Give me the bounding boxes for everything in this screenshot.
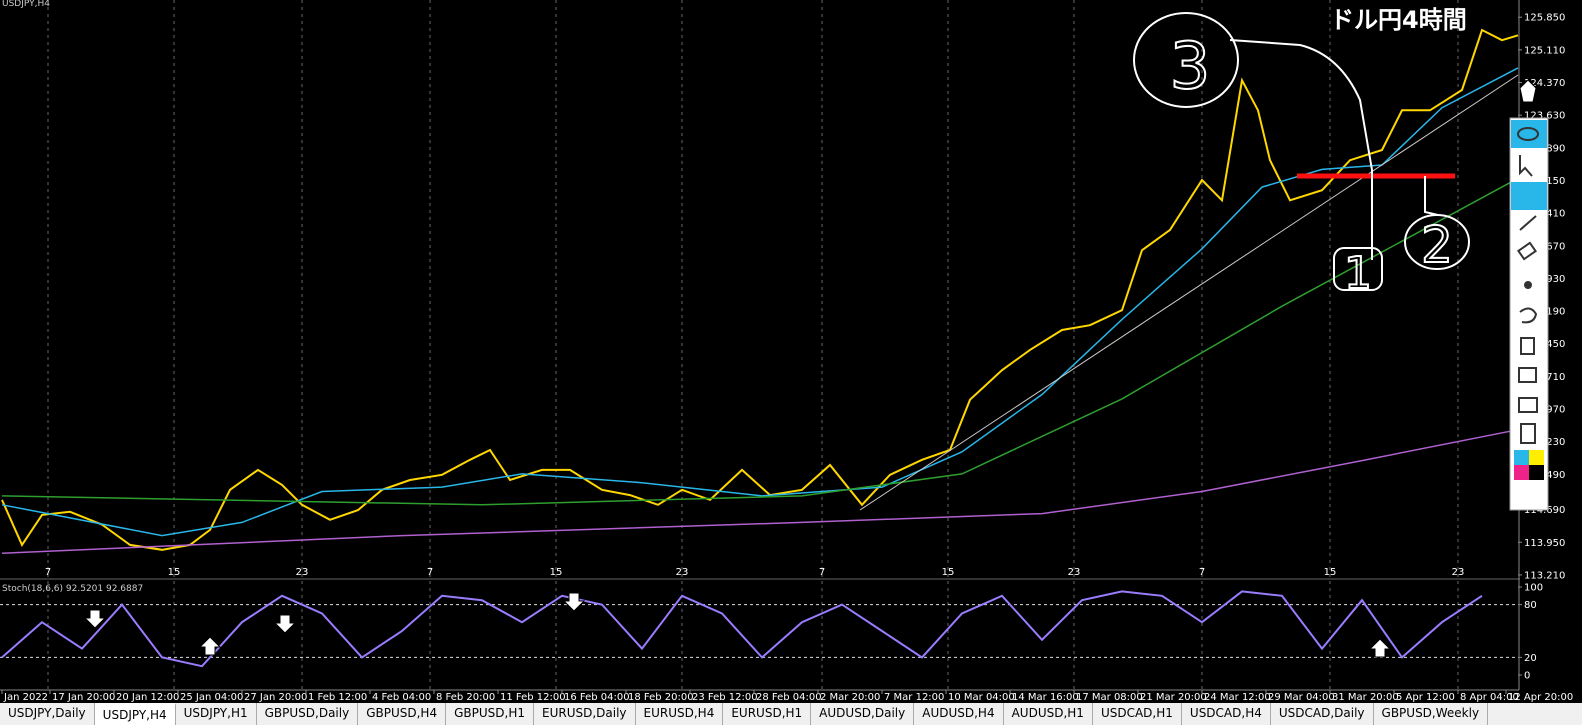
x-tick-label: 7 [819, 567, 825, 578]
tool-icon [1518, 397, 1538, 413]
x-tick-label: 31 Mar 20:00 [1332, 692, 1399, 703]
x-tick-label: 17 Mar 08:00 [1076, 692, 1143, 703]
tab[interactable]: USDJPY,Daily [0, 703, 95, 725]
x-tick-label: 1 Feb 12:00 [308, 692, 367, 703]
x-tick-label: 17 Jan 20:00 [52, 692, 115, 703]
x-tick-label: 8 Apr 04:00 [1460, 692, 1519, 703]
x-tick-label: 23 Feb 12:00 [692, 692, 758, 703]
indicator-label: Stoch(18,6,6) 92.5201 92.6887 [2, 584, 143, 594]
tool-icon [1518, 367, 1537, 383]
handwritten-number: 1 [1344, 248, 1372, 299]
y-tick-label: 100 [1524, 583, 1543, 594]
tool-icon [1520, 337, 1535, 355]
tab[interactable]: EURUSD,H1 [723, 703, 812, 725]
y-tick-label: 125.850 [1524, 13, 1565, 24]
x-tick-label: 15 [942, 567, 955, 578]
tab[interactable]: EURUSD,H4 [636, 703, 724, 725]
x-tick-label: 15 [1324, 567, 1337, 578]
x-tick-label: 27 Jan 20:00 [244, 692, 307, 703]
tool-icon [1517, 241, 1537, 261]
x-tick-label: 7 [427, 567, 433, 578]
y-tick-label: 113.950 [1524, 538, 1565, 549]
x-tick-label: 2 Mar 20:00 [820, 692, 880, 703]
y-tick-label: 123.630 [1524, 111, 1565, 122]
tab[interactable]: EURUSD,Daily [534, 703, 636, 725]
series-line [1, 177, 1519, 506]
tab[interactable]: USDCAD,H4 [1182, 703, 1271, 725]
x-tick-label: 10 Mar 04:00 [948, 692, 1015, 703]
tab-bar: USDJPY,Daily USDJPY,H4 USDJPY,H1 GBPUSD,Dai… [0, 703, 1582, 725]
tab[interactable]: AUDUSD,H1 [1004, 703, 1093, 725]
x-tick-label: 8 Feb 20:00 [436, 692, 495, 703]
y-tick-label: 80 [1524, 600, 1537, 611]
x-tick-label: 7 [1199, 567, 1205, 578]
y-tick-label: 125.110 [1524, 45, 1565, 56]
x-tick-label: 16 Feb 04:00 [564, 692, 630, 703]
tool-icon [1519, 215, 1537, 231]
tool-highlighter[interactable] [1511, 182, 1547, 210]
y-tick-label: 114.690 [1524, 505, 1565, 516]
x-tick-label: 14 Mar 16:00 [1012, 692, 1079, 703]
x-tick-label: 23 [1068, 567, 1081, 578]
signal-arrows [83, 592, 1392, 658]
tab[interactable]: USDJPY,H1 [176, 703, 257, 725]
series-line [1, 590, 1483, 668]
x-tick-label: Jan 2022 [3, 692, 48, 703]
handwritten-number: 2 [1421, 216, 1453, 274]
tab[interactable]: GBPUSD,H1 [446, 703, 534, 725]
x-tick-label: 7 Mar 12:00 [884, 692, 944, 703]
x-tick-label: 23 [296, 567, 309, 578]
tab[interactable]: GBPUSD,Daily [257, 703, 359, 725]
x-tick-label: 21 Mar 20:00 [1140, 692, 1207, 703]
pen-circle [1404, 214, 1470, 270]
tab[interactable]: AUDUSD,Daily [811, 703, 915, 725]
tool-icon [1524, 281, 1532, 289]
x-tick-label: 28 Feb 04:00 [756, 692, 822, 703]
tab[interactable]: USDJPY,H4 [94, 703, 176, 725]
background [0, 0, 1582, 703]
x-tick-label: 4 Feb 04:00 [372, 692, 431, 703]
tool-icon [1520, 423, 1536, 444]
pen-stroke [1229, 39, 1439, 260]
x-tick-label: 12 Apr 20:00 [1508, 692, 1573, 703]
pen-circle [1133, 12, 1239, 108]
y-tick-label: 20 [1524, 653, 1537, 664]
tab[interactable]: USDCAD,H1 [1093, 703, 1182, 725]
y-tick-label: 113.210 [1524, 570, 1565, 581]
tab[interactable]: USDCAD,Daily [1271, 703, 1374, 725]
x-tick-label: 7 [45, 567, 51, 578]
tab[interactable]: AUDUSD,H4 [914, 703, 1004, 725]
trend-line [859, 74, 1519, 511]
x-tick-label: 11 Feb 12:00 [500, 692, 566, 703]
tab[interactable]: GBPUSD,H4 [358, 703, 447, 725]
x-tick-label: 24 Mar 12:00 [1204, 692, 1271, 703]
x-tick-label: 23 [676, 567, 689, 578]
x-tick-label: 15 [550, 567, 563, 578]
tool-icon [1517, 127, 1539, 141]
handwritten-number: 3 [1170, 30, 1211, 104]
x-tick-label: 25 Jan 04:00 [180, 692, 243, 703]
symbol-label: USDJPY,H4 [2, 0, 50, 9]
pen-tool[interactable] [1519, 79, 1537, 103]
drawing-toolbar [1509, 79, 1549, 511]
tool-icon [1519, 307, 1538, 324]
x-tick-label: 20 Jan 12:00 [116, 692, 179, 703]
x-tick-label: 23 [1452, 567, 1465, 578]
series-line [1, 428, 1519, 555]
y-tick-label: 124.370 [1524, 78, 1565, 89]
tab[interactable]: GBPUSD,Weekly [1374, 703, 1489, 725]
tool-icon [1519, 155, 1533, 177]
chart: 125.850125.110124.370123.630122.890122.1… [0, 0, 1582, 703]
x-tick-label: 5 Apr 12:00 [1396, 692, 1455, 703]
y-tick-label: 0 [1524, 671, 1530, 682]
x-tick-label: 18 Feb 20:00 [628, 692, 694, 703]
tool-eye[interactable] [1511, 120, 1547, 148]
x-tick-label: 15 [168, 567, 181, 578]
annotation-title: ドル円4時間 [1330, 6, 1467, 34]
pen-box [1333, 247, 1383, 291]
x-tick-label: 29 Mar 04:00 [1268, 692, 1335, 703]
